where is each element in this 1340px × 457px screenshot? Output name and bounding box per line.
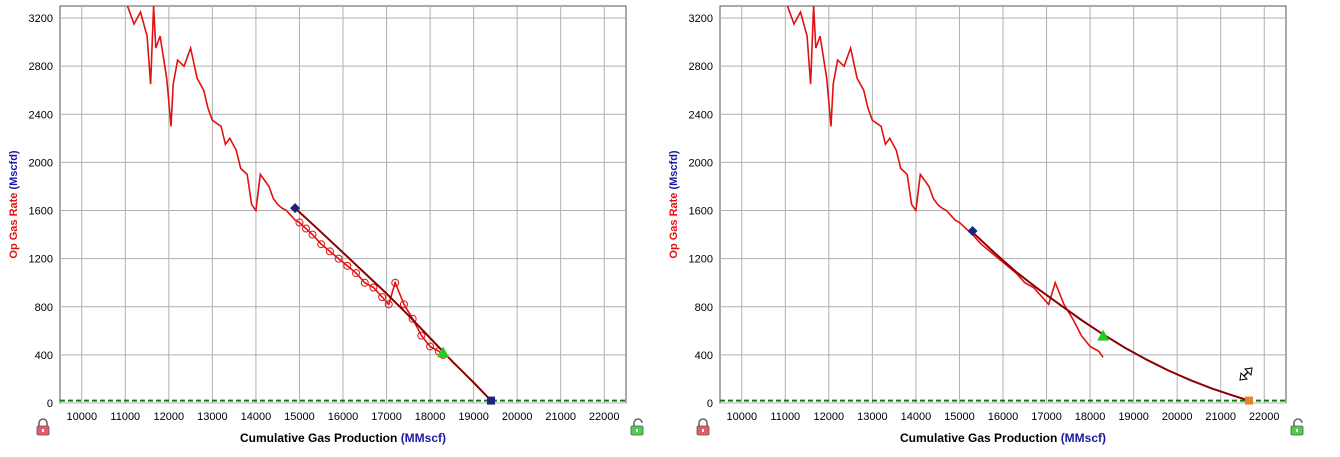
x-tick-label: 20000 [1162,411,1193,423]
y-axis-title: Op Gas Rate (Mscfd) [668,150,680,259]
x-tick-label: 11000 [110,411,140,423]
y-tick-label: 2000 [689,157,713,169]
abandonment-marker[interactable] [487,396,496,405]
x-tick-label: 21000 [1205,411,1236,423]
selected-data-point [308,230,317,239]
selected-data-point [325,247,334,256]
selected-data-point [295,218,304,227]
x-tick-label: 19000 [458,411,489,423]
x-tick-label: 16000 [328,411,359,423]
y-tick-label: 1200 [29,254,53,266]
x-axis-unit: (MMscf) [1061,431,1106,445]
lock-icon[interactable] [36,418,50,436]
x-tick-label: 18000 [415,411,446,423]
selected-data-point [408,314,417,323]
grid [720,6,1286,404]
x-tick-label: 13000 [197,411,228,423]
selected-data-point [426,342,435,351]
y-tick-label: 2800 [689,61,713,73]
x-tick-label: 15000 [944,411,975,423]
x-axis-label: Cumulative Gas Production [240,431,401,445]
x-tick-label: 12000 [154,411,185,423]
chart-panel-right: 10000 11000 12000 13000 14000 15000 16000 17000… [660,0,1330,457]
chart-left[interactable]: 10000 11000 12000 13000 14000 15000 16000 17000… [0,0,670,457]
x-axis-title: Cumulative Gas Production (MMscf) [900,431,1106,445]
y-tick-label: 0 [47,398,53,410]
x-tick-label: 12000 [814,411,845,423]
x-tick-label: 10000 [66,411,97,423]
unlock-icon[interactable] [1290,418,1304,436]
x-tick-label: 18000 [1075,411,1106,423]
y-tick-label: 1600 [689,206,713,218]
y-tick-label: 800 [695,302,713,314]
y-tick-label: 2400 [689,109,713,121]
chart-panel-left: 10000 11000 12000 13000 14000 15000 16000 17000… [0,0,670,457]
end-of-data-marker[interactable] [437,346,450,358]
selected-data-point [378,293,387,302]
y-tick-label: 2400 [29,109,53,121]
x-tick-label: 16000 [988,411,1019,423]
x-tick-label: 20000 [502,411,533,423]
y-tick-label: 3200 [29,13,53,25]
selected-data-point [334,254,343,263]
y-axis-label: Op Gas Rate [668,190,680,259]
y-axis-unit: (Mscfd) [668,150,680,189]
y-tick-label: 1600 [29,206,53,218]
chart-right[interactable]: 10000 11000 12000 13000 14000 15000 16000 17000… [660,0,1330,457]
x-tick-label: 17000 [1031,411,1062,423]
selected-data-point [369,283,378,292]
unlock-icon[interactable] [630,418,644,436]
selected-data-point [360,278,369,287]
rate-data-line[interactable] [125,0,444,356]
x-axis-unit: (MMscf) [401,431,446,445]
y-tick-label: 400 [35,350,53,362]
end-of-data-marker[interactable] [1097,329,1110,341]
y-tick-label: 3200 [689,13,713,25]
selected-data-point [343,261,352,270]
selected-data-point [301,224,310,233]
resize-cursor-icon [1239,367,1253,381]
forecast-line[interactable] [294,207,492,402]
y-axis-title: Op Gas Rate (Mscfd) [8,150,20,259]
y-tick-label: 400 [695,350,713,362]
y-axis-unit: (Mscfd) [8,150,20,189]
x-tick-label: 15000 [284,411,315,423]
x-tick-label: 14000 [241,411,272,423]
start-marker[interactable] [290,203,301,214]
selected-data-point [384,300,393,309]
x-tick-label: 19000 [1118,411,1149,423]
series-group [125,0,492,402]
selected-data-point [317,240,326,249]
x-tick-label: 22000 [589,411,620,423]
y-axis-label: Op Gas Rate [8,190,20,259]
x-tick-label: 22000 [1249,411,1280,423]
y-tick-label: 0 [707,398,713,410]
x-tick-label: 10000 [726,411,757,423]
x-tick-label: 14000 [901,411,932,423]
grid [60,6,626,404]
x-tick-label: 21000 [545,411,576,423]
x-tick-label: 13000 [857,411,888,423]
selected-data-point [391,278,400,287]
lock-icon[interactable] [696,418,710,436]
x-tick-label: 11000 [770,411,800,423]
y-tick-label: 800 [35,302,53,314]
y-tick-label: 1200 [689,254,713,266]
y-tick-label: 2000 [29,157,53,169]
x-axis-title: Cumulative Gas Production (MMscf) [240,431,446,445]
selected-data-point [417,331,426,340]
selected-data-point [399,300,408,309]
start-marker[interactable] [967,225,978,236]
selected-data-point [352,269,361,278]
x-tick-label: 17000 [371,411,402,423]
rate-data-line[interactable] [785,0,1104,358]
forecast-line[interactable] [971,231,1250,402]
abandonment-marker[interactable] [1244,396,1253,405]
series-group [785,0,1250,402]
y-tick-label: 2800 [29,61,53,73]
x-axis-label: Cumulative Gas Production [900,431,1061,445]
